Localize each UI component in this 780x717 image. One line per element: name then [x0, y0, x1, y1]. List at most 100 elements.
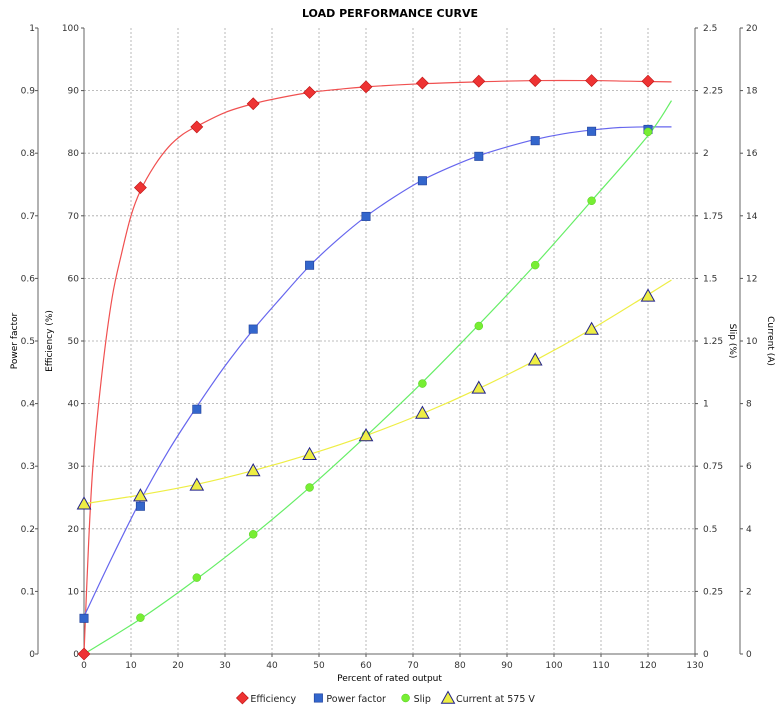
efficiency-point	[190, 120, 204, 134]
efficiency-tick-label: 90	[68, 87, 80, 97]
current-tick-label: 4	[746, 525, 752, 535]
slip-point	[192, 573, 202, 582]
legend: Efficiency Power factor Slip Current at 575…	[235, 690, 535, 705]
efficiency-point	[246, 97, 260, 111]
current-at-575-v-point	[76, 496, 92, 510]
efficiency-tick-label: 0	[73, 650, 79, 660]
power-factor-tick-label: 0.8	[21, 149, 36, 159]
power-factor-tick-label: 0.7	[21, 212, 35, 222]
current-at-575-v-point	[415, 405, 430, 419]
slip-tick-label: 0.75	[703, 462, 723, 472]
slip-point	[248, 530, 258, 539]
efficiency-tick-label: 20	[68, 525, 80, 535]
efficiency-tick-label: 70	[68, 212, 80, 222]
efficiency-point	[585, 74, 599, 88]
power-factor-point	[474, 151, 484, 161]
efficiency-point	[641, 74, 655, 88]
x-tick-label: 50	[313, 661, 325, 671]
legend-efficiency-marker	[235, 691, 249, 705]
x-tick-label: 30	[219, 661, 231, 671]
slip-point	[530, 260, 540, 270]
efficiency-point	[77, 647, 91, 661]
x-tick-label: 90	[501, 661, 513, 671]
x-tick-label: 120	[639, 661, 656, 671]
slip-tick-label: 1.5	[703, 274, 717, 284]
power-factor-point	[587, 126, 597, 136]
slip-point	[305, 483, 314, 492]
current-tick-label: 2	[746, 587, 752, 597]
series-markers	[76, 74, 656, 661]
power-factor-point	[361, 211, 371, 221]
legend-current-at-575-v-marker	[440, 690, 456, 704]
slip-tick-label: 1	[703, 400, 709, 410]
chart-title: LOAD PERFORMANCE CURVE	[302, 7, 478, 20]
legend-power-factor-marker	[313, 693, 323, 703]
power-factor-tick-label: 1	[29, 24, 35, 34]
slip-tick-label: 0.5	[703, 525, 717, 535]
power-factor-tick-label: 0.6	[21, 274, 36, 284]
slip-tick-label: 2.25	[703, 87, 723, 97]
x-tick-label: 110	[592, 661, 609, 671]
current-at-575-v-point	[358, 427, 374, 442]
slip-tick-label: 2	[703, 149, 709, 159]
slip-tick-label: 1.25	[703, 337, 723, 347]
current-tick-label: 6	[746, 462, 752, 472]
efficiency-point	[415, 76, 429, 90]
slip-curve	[83, 100, 672, 655]
slip-point	[418, 379, 427, 388]
x-tick-label: 70	[407, 661, 419, 671]
slip-tick-label: 1.75	[703, 212, 723, 222]
efficiency-point	[528, 74, 542, 88]
power-factor-tick-label: 0.3	[21, 462, 35, 472]
current-tick-label: 18	[746, 87, 758, 97]
efficiency-tick-label: 100	[62, 24, 79, 34]
x-tick-label: 100	[545, 661, 562, 671]
slip-point	[136, 613, 145, 622]
legend-slip-marker	[401, 693, 410, 703]
current-at-575-v-point	[584, 321, 599, 335]
current-tick-label: 20	[746, 24, 758, 34]
legend-slip-label: Slip	[414, 694, 431, 705]
slip-tick-label: 0	[703, 650, 709, 660]
x-tick-label: 20	[172, 661, 184, 671]
legend-efficiency-label: Efficiency	[250, 694, 296, 705]
efficiency-tick-label: 80	[68, 149, 80, 159]
efficiency-axis-title: Efficiency (%)	[45, 310, 55, 372]
grid-lines	[84, 28, 695, 654]
x-axis-title: Percent of rated output	[337, 674, 442, 684]
slip-point	[587, 196, 596, 206]
current-at-575-v-point	[640, 288, 656, 302]
efficiency-tick-label: 60	[68, 274, 80, 284]
current-at-575-v-point	[471, 380, 487, 394]
power-factor-point	[79, 613, 89, 623]
power-factor-tick-label: 0.1	[21, 587, 35, 597]
efficiency-tick-label: 30	[68, 462, 80, 472]
efficiency-tick-label: 10	[68, 587, 80, 597]
x-tick-label: 40	[266, 661, 278, 671]
current-at-575-v-point	[245, 463, 261, 477]
efficiency-point	[133, 181, 147, 195]
power-factor-curve	[83, 126, 672, 617]
power-factor-point	[192, 404, 202, 414]
power-factor-point	[248, 324, 258, 334]
power-factor-tick-label: 0.5	[21, 337, 35, 347]
current-tick-label: 12	[746, 274, 757, 284]
efficiency-point	[359, 80, 373, 94]
power-factor-tick-label: 0.2	[21, 525, 35, 535]
legend-current-at-575-v-label: Current at 575 V	[456, 694, 535, 705]
current-tick-label: 8	[746, 400, 752, 410]
x-tick-label: 80	[454, 661, 466, 671]
slip-point	[474, 321, 484, 331]
legend-power-factor-label: Power factor	[326, 694, 386, 705]
slip-tick-label: 2.5	[703, 24, 717, 34]
current-at-575-v-point	[133, 488, 148, 502]
efficiency-point	[472, 74, 486, 88]
x-tick-label: 60	[360, 661, 372, 671]
power-factor-tick-label: 0	[29, 650, 35, 660]
current-tick-label: 10	[746, 337, 758, 347]
power-factor-point	[417, 176, 427, 186]
power-factor-point	[530, 136, 540, 146]
slip-tick-label: 0.25	[703, 587, 723, 597]
efficiency-tick-label: 50	[68, 337, 80, 347]
